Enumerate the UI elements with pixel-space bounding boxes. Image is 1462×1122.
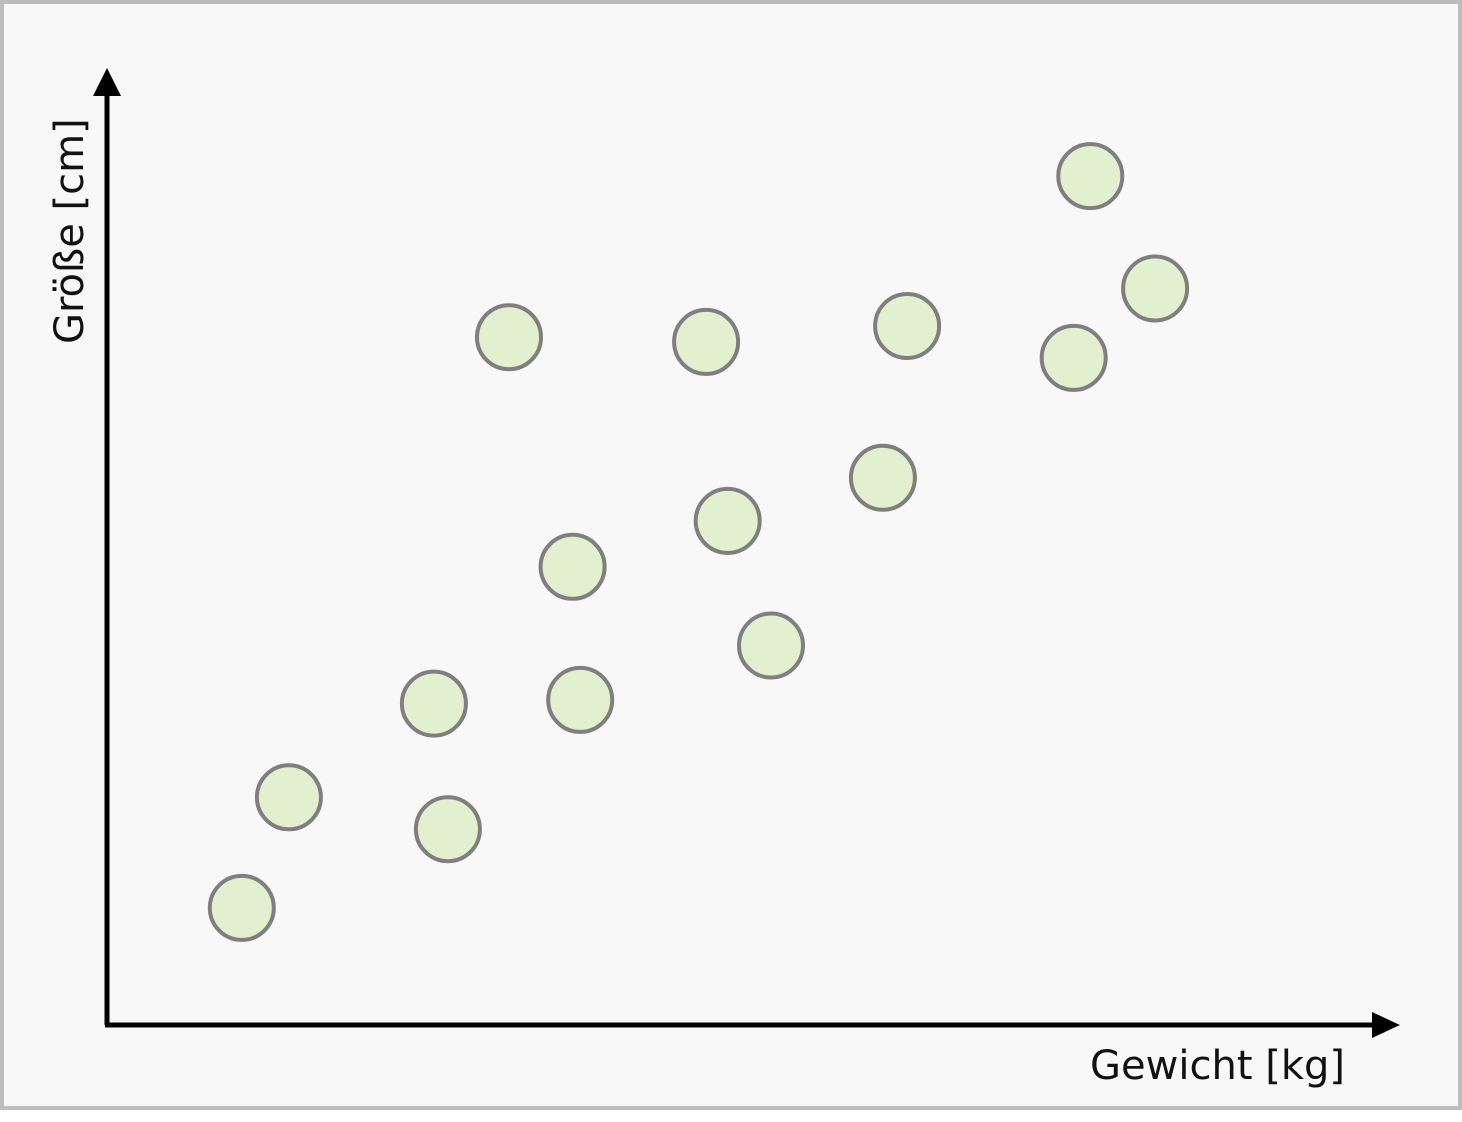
scatter-point-12 — [873, 292, 942, 360]
scatter-point-11 — [848, 443, 917, 512]
scatter-point-5 — [475, 303, 543, 372]
points-layer — [207, 142, 1190, 942]
scatter-point-10 — [737, 611, 805, 680]
scatter-point-13 — [1039, 323, 1108, 392]
scatter-point-8 — [672, 307, 741, 376]
scatter-chart: Gewicht [kg] Größe [cm] — [47, 68, 1400, 1089]
x-axis-label: Gewicht [kg] — [1090, 1043, 1345, 1089]
scatter-point-4 — [413, 795, 482, 864]
axes — [93, 68, 1400, 1038]
scatter-point-7 — [546, 665, 615, 734]
x-axis-arrow-icon — [1372, 1012, 1400, 1038]
scatter-point-6 — [538, 532, 607, 601]
y-axis-arrow-icon — [93, 68, 121, 96]
scatter-point-1 — [207, 873, 276, 942]
y-axis-label: Größe [cm] — [47, 118, 93, 344]
scatter-point-9 — [693, 486, 762, 555]
scatter-point-2 — [254, 763, 323, 832]
scatter-point-3 — [399, 669, 468, 738]
scatter-point-15 — [1121, 254, 1190, 323]
scatter-point-14 — [1056, 142, 1125, 211]
